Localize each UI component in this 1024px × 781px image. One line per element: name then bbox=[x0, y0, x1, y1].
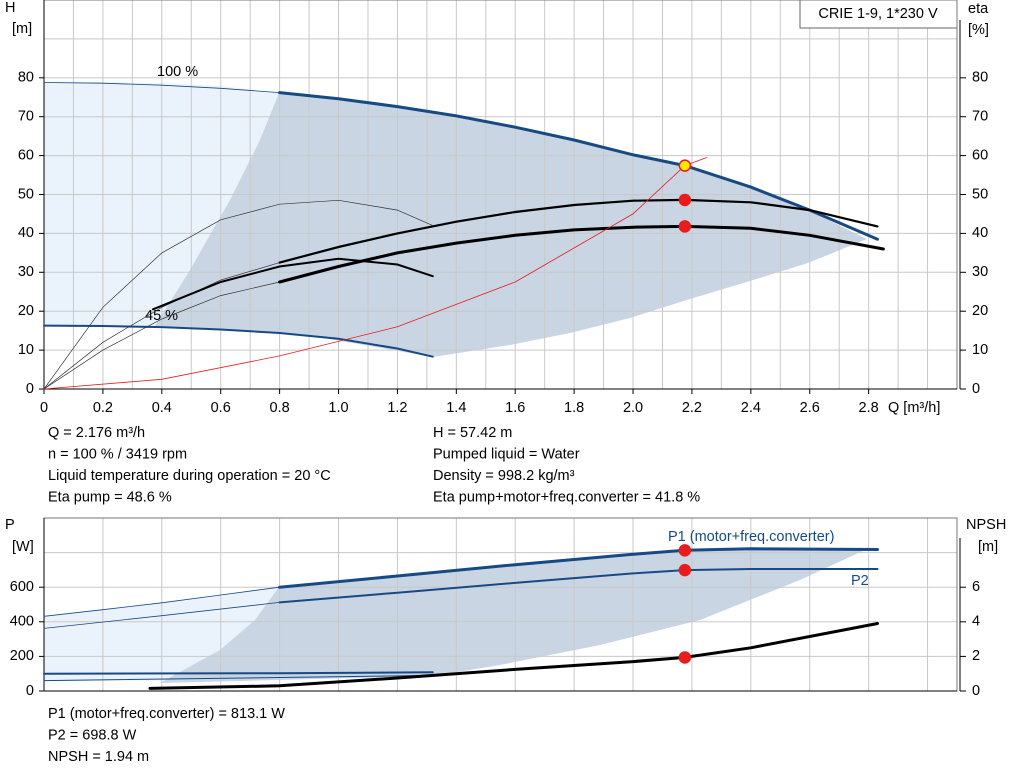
y-tick-label: 30 bbox=[18, 264, 34, 280]
x-tick-label: 0.6 bbox=[211, 400, 231, 416]
info-line: Q = 2.176 m³/h bbox=[48, 425, 145, 441]
operating-point bbox=[678, 159, 692, 172]
curve bbox=[278, 198, 879, 264]
curve bbox=[278, 568, 879, 604]
x-tick-label: 0.4 bbox=[152, 400, 172, 416]
x-tick-label: 2.4 bbox=[741, 400, 761, 416]
curve bbox=[43, 586, 280, 617]
y2-tick-label: 0 bbox=[972, 381, 980, 397]
curve bbox=[278, 91, 879, 241]
curve bbox=[278, 224, 885, 284]
y2-tick-label: 40 bbox=[972, 225, 988, 241]
curve-label: P1 (motor+freq.converter) bbox=[668, 529, 834, 545]
operating-point bbox=[678, 563, 692, 577]
y2-tick-label: 2 bbox=[972, 648, 980, 664]
x-tick-label: 2.2 bbox=[682, 400, 702, 416]
y2-axis-unit: [m] bbox=[978, 539, 998, 555]
curve bbox=[43, 602, 280, 629]
curve bbox=[43, 199, 434, 390]
info-line: Liquid temperature during operation = 20… bbox=[48, 468, 331, 484]
curve-label: 100 % bbox=[157, 64, 198, 80]
x-tick-label: 1.4 bbox=[446, 400, 466, 416]
x-tick-label: 1.0 bbox=[328, 400, 348, 416]
info-line: Eta pump = 48.6 % bbox=[48, 489, 172, 505]
y2-tick-label: 10 bbox=[972, 342, 988, 358]
x-tick-label: 1.8 bbox=[564, 400, 584, 416]
x-tick-label: 0.8 bbox=[270, 400, 290, 416]
chart-title: CRIE 1-9, 1*230 V bbox=[818, 6, 938, 22]
curve bbox=[43, 281, 280, 390]
y-tick-label: 200 bbox=[10, 648, 34, 664]
operating-point bbox=[678, 193, 692, 207]
y-tick-label: 50 bbox=[18, 186, 34, 202]
y-axis-unit: [m] bbox=[12, 21, 32, 37]
operating-point bbox=[678, 220, 692, 233]
y2-tick-label: 50 bbox=[972, 186, 988, 202]
x-tick-label: 2.8 bbox=[859, 400, 879, 416]
y-tick-label: 0 bbox=[26, 381, 34, 397]
y2-tick-label: 4 bbox=[972, 614, 980, 630]
x-axis-label: Q [m³/h] bbox=[888, 400, 940, 416]
y2-tick-label: 30 bbox=[972, 264, 988, 280]
y-tick-label: 20 bbox=[18, 303, 34, 319]
info-line: P1 (motor+freq.converter) = 813.1 W bbox=[48, 706, 285, 722]
y-axis-label: P bbox=[5, 517, 15, 533]
info-line: NPSH = 1.94 m bbox=[48, 749, 149, 765]
info-line: Density = 998.2 kg/m³ bbox=[433, 468, 575, 484]
info-line: P2 = 698.8 W bbox=[48, 727, 137, 743]
x-tick-label: 2.6 bbox=[800, 400, 820, 416]
y-tick-label: 70 bbox=[18, 109, 34, 125]
operating-point bbox=[678, 651, 692, 664]
y2-axis-label: NPSH bbox=[966, 517, 1006, 533]
y-tick-label: 80 bbox=[18, 70, 34, 86]
x-tick-label: 2.0 bbox=[623, 400, 643, 416]
curve bbox=[43, 82, 280, 93]
y2-tick-label: 70 bbox=[972, 109, 988, 125]
y-tick-label: 0 bbox=[26, 683, 34, 699]
curve bbox=[43, 262, 280, 390]
curve bbox=[43, 674, 434, 682]
x-tick-label: 0.2 bbox=[93, 400, 113, 416]
curve bbox=[152, 257, 434, 311]
y-tick-label: 60 bbox=[18, 147, 34, 163]
area-dark bbox=[155, 93, 867, 357]
operating-point bbox=[678, 544, 692, 557]
info-line: Eta pump+motor+freq.converter = 41.8 % bbox=[433, 489, 700, 505]
curve bbox=[43, 324, 434, 358]
x-tick-label: 0 bbox=[40, 400, 48, 416]
y-axis-unit: [W] bbox=[12, 539, 34, 555]
curve bbox=[43, 671, 434, 675]
y2-tick-label: 80 bbox=[972, 70, 988, 86]
curve-label: 45 % bbox=[145, 308, 178, 324]
grid bbox=[44, 518, 957, 692]
y-axis-label: H bbox=[5, 0, 15, 16]
curve-label: P2 bbox=[851, 573, 869, 589]
y2-tick-label: 6 bbox=[972, 579, 980, 595]
y2-tick-label: 60 bbox=[972, 147, 988, 163]
curve bbox=[278, 547, 879, 589]
curve bbox=[43, 157, 708, 390]
y-tick-label: 10 bbox=[18, 342, 34, 358]
x-tick-label: 1.6 bbox=[505, 400, 525, 416]
y2-axis-unit: [%] bbox=[968, 22, 989, 38]
y2-tick-label: 20 bbox=[972, 303, 988, 319]
y-tick-label: 600 bbox=[10, 579, 34, 595]
y2-axis-label: eta bbox=[968, 1, 989, 17]
x-tick-label: 1.2 bbox=[387, 400, 407, 416]
title-box bbox=[799, 0, 958, 29]
y-tick-label: 40 bbox=[18, 225, 34, 241]
curve bbox=[148, 622, 879, 690]
info-line: H = 57.42 m bbox=[433, 425, 512, 441]
info-line: n = 100 % / 3419 rpm bbox=[48, 446, 187, 462]
y-tick-label: 400 bbox=[10, 614, 34, 630]
y2-tick-label: 0 bbox=[972, 683, 980, 699]
info-line: Pumped liquid = Water bbox=[433, 446, 580, 462]
